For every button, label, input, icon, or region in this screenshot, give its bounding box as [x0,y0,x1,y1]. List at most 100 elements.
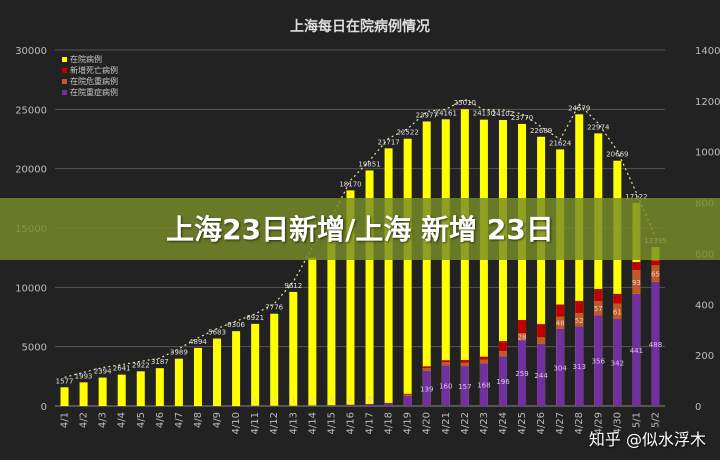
bar-severe [594,315,603,406]
bar-in-hospital [136,371,145,406]
data-label-critical: 48 [556,320,565,328]
bar-in-hospital [422,121,431,406]
bar-in-hospital [308,257,317,406]
bar-in-hospital [384,148,393,406]
data-label-in-hospital: 23977 [416,111,438,119]
data-label-in-hospital: 17122 [625,193,647,201]
data-label-in-hospital: 23770 [511,114,533,122]
bar-in-hospital [594,133,603,407]
legend-label: 新增死亡病例 [70,65,118,75]
x-tick-label: 5/2 [650,412,661,428]
watermark: 知乎 @似水浮木 [588,430,706,449]
bar-death [556,304,565,317]
left-axis-tick-label: 10000 [15,283,47,294]
data-label-critical: 65 [651,271,660,279]
data-label-severe: 259 [515,370,528,378]
bar-critical [632,270,641,294]
x-tick-label: 4/5 [136,412,147,428]
bar-in-hospital [613,160,622,406]
bar-severe [498,356,507,406]
bar-severe [327,405,336,406]
x-tick-label: 4/17 [365,412,376,434]
bar-in-hospital [556,149,565,406]
bar-in-hospital [270,313,279,406]
trend-line-path [64,98,657,378]
bar-critical [537,337,546,344]
x-tick-label: 4/27 [555,412,566,434]
data-label-in-hospital: 7776 [265,304,283,312]
bars [60,109,660,407]
bar-death [403,393,412,395]
x-tick-label: 4/7 [174,412,185,428]
x-tick-label: 4/8 [193,412,204,428]
x-tick-label: 4/6 [155,412,166,428]
trend-line [64,98,657,378]
data-label-in-hospital: 25010 [454,99,476,107]
data-label-critical: 52 [575,317,584,325]
chart-title: 上海每日在院病例情况 [290,18,430,35]
x-tick-label: 4/21 [441,412,452,434]
bar-severe [384,403,393,406]
bar-severe [346,404,355,406]
legend-swatch [62,79,67,84]
data-label-in-hospital: 1993 [75,372,93,380]
data-label-in-hospital: 22522 [397,129,419,137]
data-label-in-hospital: 24102 [492,110,514,118]
bar-in-hospital [174,358,183,406]
x-tick-label: 4/19 [403,412,414,434]
x-tick-label: 4/1 [60,412,71,428]
bar-critical [594,300,603,316]
bar-severe [422,370,431,406]
data-label-in-hospital: 21717 [377,138,399,146]
x-tick-label: 4/23 [479,412,490,434]
bar-in-hospital [346,190,355,406]
bar-critical [556,316,565,329]
data-label-in-hospital: 24130 [473,110,495,118]
headline-banner: 上海23日新增/上海 新增 23日 [0,198,720,260]
data-label-critical: 61 [613,308,622,316]
data-label-severe: 8 [367,395,371,403]
bar-critical [479,359,488,364]
bar-severe [403,395,412,406]
bar-in-hospital [193,347,202,406]
right-axis-tick-label: 1000 [695,148,720,159]
data-label-in-hospital: 1577 [56,377,74,385]
x-tick-label: 4/30 [612,412,623,434]
x-tick-label: 4/16 [345,412,356,434]
bar-critical [651,265,660,282]
bar-critical [518,333,527,341]
bar-death [651,260,660,266]
data-label-in-hospital: 6921 [246,314,264,322]
headline-text: 上海23日新增/上海 新增 23日 [166,213,554,246]
data-label-in-hospital: 24579 [568,104,590,112]
bar-in-hospital [479,119,488,406]
data-label-severe: 160 [439,383,452,391]
bar-death [384,402,393,404]
data-label-severe: 356 [592,358,606,366]
x-tick-label: 4/14 [307,412,318,434]
bar-death [460,359,469,363]
data-label-severe: 168 [477,382,490,390]
bar-severe [556,328,565,406]
bar-severe [365,403,374,406]
x-tick-label: 4/26 [536,412,547,434]
x-tick-label: 5/1 [631,412,642,428]
x-tick-label: 4/11 [250,412,261,434]
bar-in-hospital [289,291,298,406]
data-label-in-hospital: 19851 [358,160,380,168]
bar-death [537,324,546,338]
x-tick-label: 4/3 [98,412,109,428]
bar-critical [422,368,431,371]
x-axis: 4/1 4/2 4/3 4/4 4/5 4/6 4/7 4/8 4/9 4/10 4/11 4/12 4… [60,412,662,434]
bar-death [441,360,450,363]
bar-severe [441,365,450,406]
x-tick-label: 4/15 [326,412,337,434]
bar-severe [613,319,622,406]
data-label-severe: 1 [291,397,295,405]
x-tick-label: 4/25 [517,412,528,434]
bar-in-hospital [498,119,507,407]
data-label-severe: 2 [310,396,314,404]
legend-label: 在院病例 [70,54,102,64]
